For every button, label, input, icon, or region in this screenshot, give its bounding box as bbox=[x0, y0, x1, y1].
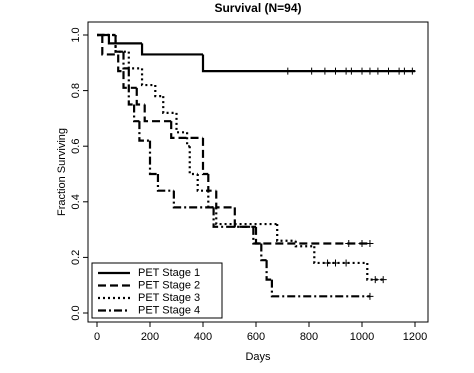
censor-mark bbox=[400, 67, 408, 75]
survival-step bbox=[212, 207, 254, 228]
censor-mark bbox=[371, 276, 379, 284]
survival-step bbox=[156, 174, 174, 192]
x-tick-label: 1000 bbox=[350, 331, 374, 343]
censor-mark bbox=[408, 67, 416, 75]
survival-step bbox=[154, 85, 164, 98]
y-tick-label: 0.2 bbox=[70, 250, 82, 265]
censor-mark bbox=[332, 259, 339, 267]
legend-label: PET Stage 3 bbox=[138, 292, 200, 304]
survival-step bbox=[252, 226, 262, 245]
censor-mark bbox=[324, 259, 332, 267]
censor-mark bbox=[358, 67, 366, 75]
survival-step bbox=[170, 121, 203, 139]
survival-step bbox=[188, 146, 198, 176]
censor-mark bbox=[379, 276, 387, 284]
y-tick-label: 0.0 bbox=[70, 305, 82, 320]
survival-step bbox=[122, 51, 129, 70]
survival-step bbox=[207, 190, 217, 209]
survival-step bbox=[135, 87, 145, 106]
censor-mark bbox=[366, 67, 374, 75]
survival-step bbox=[313, 246, 368, 265]
survival-step bbox=[122, 71, 137, 89]
survival-step bbox=[138, 121, 150, 142]
censor-mark bbox=[321, 67, 329, 75]
survival-step bbox=[133, 104, 140, 123]
legend-label: PET Stage 1 bbox=[138, 267, 200, 279]
survival-step bbox=[196, 174, 209, 192]
survival-step bbox=[148, 140, 158, 176]
survival-step bbox=[201, 137, 209, 176]
x-tick-label: 400 bbox=[194, 331, 212, 343]
y-tick-label: 0.8 bbox=[70, 83, 82, 98]
survival-step bbox=[254, 226, 370, 245]
survival-step bbox=[260, 243, 267, 262]
survival-step bbox=[366, 262, 384, 281]
survival-step bbox=[172, 190, 214, 209]
censor-mark bbox=[332, 67, 339, 75]
survival-step bbox=[215, 207, 278, 226]
survival-step bbox=[207, 174, 217, 192]
survival-step bbox=[101, 35, 119, 56]
survival-step bbox=[201, 54, 415, 73]
y-tick-label: 0.4 bbox=[70, 194, 82, 209]
survival-step bbox=[215, 190, 235, 209]
censor-mark bbox=[366, 292, 374, 300]
survival-step bbox=[276, 224, 296, 242]
survival-step bbox=[265, 260, 272, 281]
x-tick-label: 600 bbox=[247, 331, 265, 343]
plot-box bbox=[87, 21, 429, 323]
survival-step bbox=[294, 240, 315, 248]
x-tick-label: 1200 bbox=[403, 331, 427, 343]
survival-step bbox=[175, 112, 188, 134]
survival-step bbox=[186, 132, 190, 148]
survival-step bbox=[127, 68, 135, 106]
survival-step bbox=[117, 54, 124, 73]
censor-mark bbox=[308, 67, 316, 75]
survival-step bbox=[140, 68, 156, 87]
censor-mark bbox=[347, 67, 355, 75]
survival-step bbox=[162, 96, 177, 114]
survival-step bbox=[143, 104, 172, 123]
survival-step bbox=[270, 279, 370, 298]
survival-step bbox=[127, 51, 143, 70]
survival-step bbox=[233, 207, 256, 228]
legend-label: PET Stage 2 bbox=[138, 279, 200, 291]
censor-mark bbox=[358, 240, 366, 247]
censor-mark bbox=[342, 259, 350, 267]
y-axis-label: Fraction Surviving bbox=[56, 128, 68, 216]
censor-mark bbox=[284, 67, 292, 75]
survival-step bbox=[107, 35, 143, 45]
y-tick-label: 0.6 bbox=[70, 139, 82, 154]
legend-label: PET Stage 4 bbox=[138, 304, 200, 316]
x-axis-label: Days bbox=[245, 351, 271, 363]
censor-mark bbox=[345, 240, 353, 247]
survival-step bbox=[114, 35, 124, 53]
y-tick-label: 1.0 bbox=[70, 27, 82, 42]
censor-mark bbox=[374, 67, 382, 75]
censor-mark bbox=[385, 67, 392, 75]
x-tick-label: 800 bbox=[300, 331, 318, 343]
x-tick-label: 0 bbox=[94, 331, 100, 343]
chart-title: Survival (N=94) bbox=[214, 1, 301, 15]
censor-mark bbox=[366, 240, 374, 247]
survival-step bbox=[140, 43, 203, 56]
x-tick-label: 200 bbox=[141, 331, 159, 343]
